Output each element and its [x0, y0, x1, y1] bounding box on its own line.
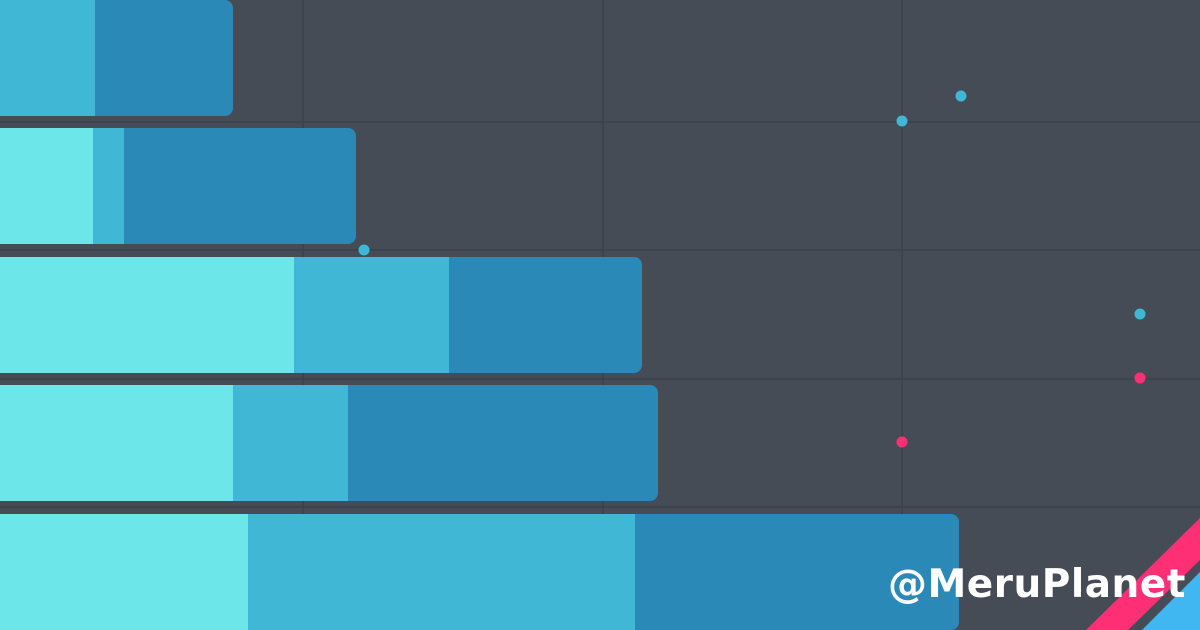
- bar-3-segment-3: [449, 257, 642, 373]
- data-dot-5: [1134, 372, 1146, 384]
- bar-4-segment-1: [0, 385, 234, 501]
- watermark-handle: @MeruPlanet: [888, 562, 1186, 607]
- data-dot-2: [896, 115, 908, 127]
- bar-1: [0, 0, 233, 116]
- blue-stripe: [1142, 572, 1200, 630]
- bar-2-segment-1: [0, 128, 94, 244]
- bar-5-segment-1: [0, 514, 249, 630]
- bar-3-segment-1: [0, 257, 295, 373]
- bar-2-segment-2: [93, 128, 125, 244]
- bar-2-segment-3: [124, 128, 356, 244]
- corner-stripes-logo: [1086, 518, 1200, 630]
- bar-2: [0, 128, 356, 244]
- bar-3-segment-2: [294, 257, 450, 373]
- bar-5-segment-2: [248, 514, 636, 630]
- data-dot-1: [955, 90, 967, 102]
- bar-1-segment-3: [95, 0, 233, 116]
- bar-1-segment-1: [0, 0, 96, 116]
- bar-5-segment-3: [635, 514, 959, 630]
- pink-stripe: [1086, 518, 1200, 630]
- bar-5: [0, 514, 959, 630]
- data-dot-6: [896, 436, 908, 448]
- data-dot-3: [358, 244, 370, 256]
- chart-dots: [358, 90, 1146, 448]
- bar-3: [0, 257, 642, 373]
- bar-4-segment-2: [233, 385, 349, 501]
- chart-bars: [0, 0, 959, 630]
- bar-4-segment-3: [348, 385, 658, 501]
- bar-4: [0, 385, 658, 501]
- data-dot-4: [1134, 308, 1146, 320]
